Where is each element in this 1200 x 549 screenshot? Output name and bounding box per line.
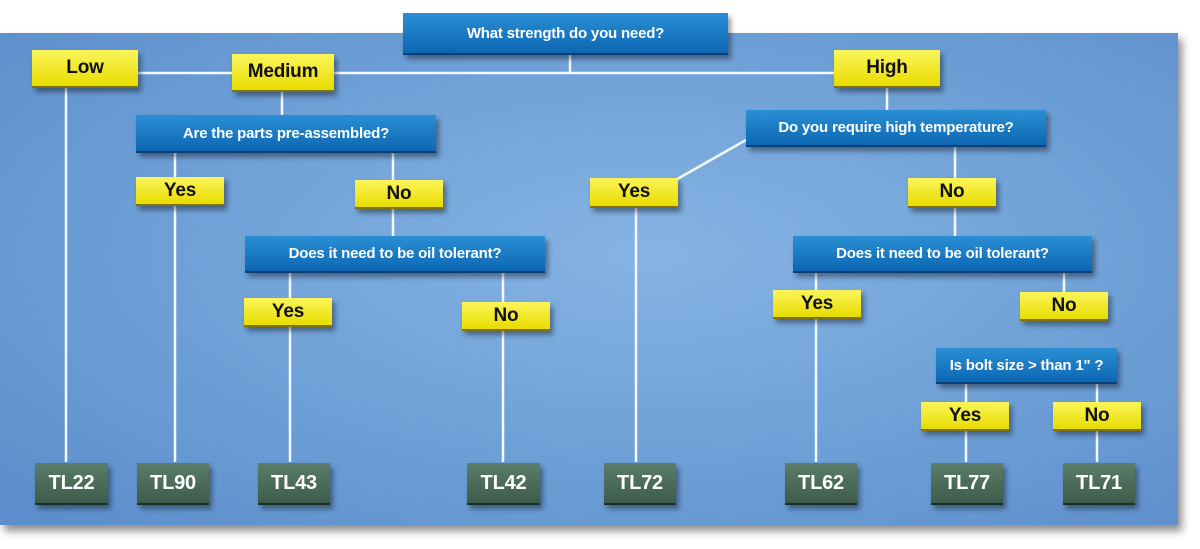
result-tl77: TL77 [931,463,1003,505]
answer-oil-medium-no: No [462,302,550,331]
question-high-temperature: Do you require high temperature? [746,110,1046,147]
connector [671,138,747,184]
answer-low: Low [32,50,138,88]
answer-oil-high-yes: Yes [773,290,861,319]
result-tl71: TL71 [1063,463,1135,505]
answer-oil-medium-yes: Yes [244,298,332,327]
answer-bolt-no: No [1053,402,1141,431]
answer-high: High [834,50,940,88]
question-oil-tolerant-medium: Does it need to be oil tolerant? [245,236,545,273]
result-tl42: TL42 [467,463,540,505]
question-strength: What strength do you need? [403,13,728,55]
result-tl22: TL22 [35,463,108,505]
question-pre-assembled: Are the parts pre-assembled? [136,115,436,153]
answer-high-temp-yes: Yes [590,178,678,208]
answer-bolt-yes: Yes [921,402,1009,431]
result-tl90: TL90 [137,463,209,505]
result-tl43: TL43 [258,463,330,505]
question-bolt-size: Is bolt size > than 1" ? [936,348,1117,384]
question-oil-tolerant-high: Does it need to be oil tolerant? [793,236,1092,273]
answer-pre-assembled-yes: Yes [136,177,224,206]
answer-pre-assembled-no: No [355,180,443,209]
answer-medium: Medium [232,54,334,92]
answer-high-temp-no: No [908,178,996,208]
result-tl62: TL62 [785,463,857,505]
answer-oil-high-no: No [1020,292,1108,321]
result-tl72: TL72 [604,463,676,505]
